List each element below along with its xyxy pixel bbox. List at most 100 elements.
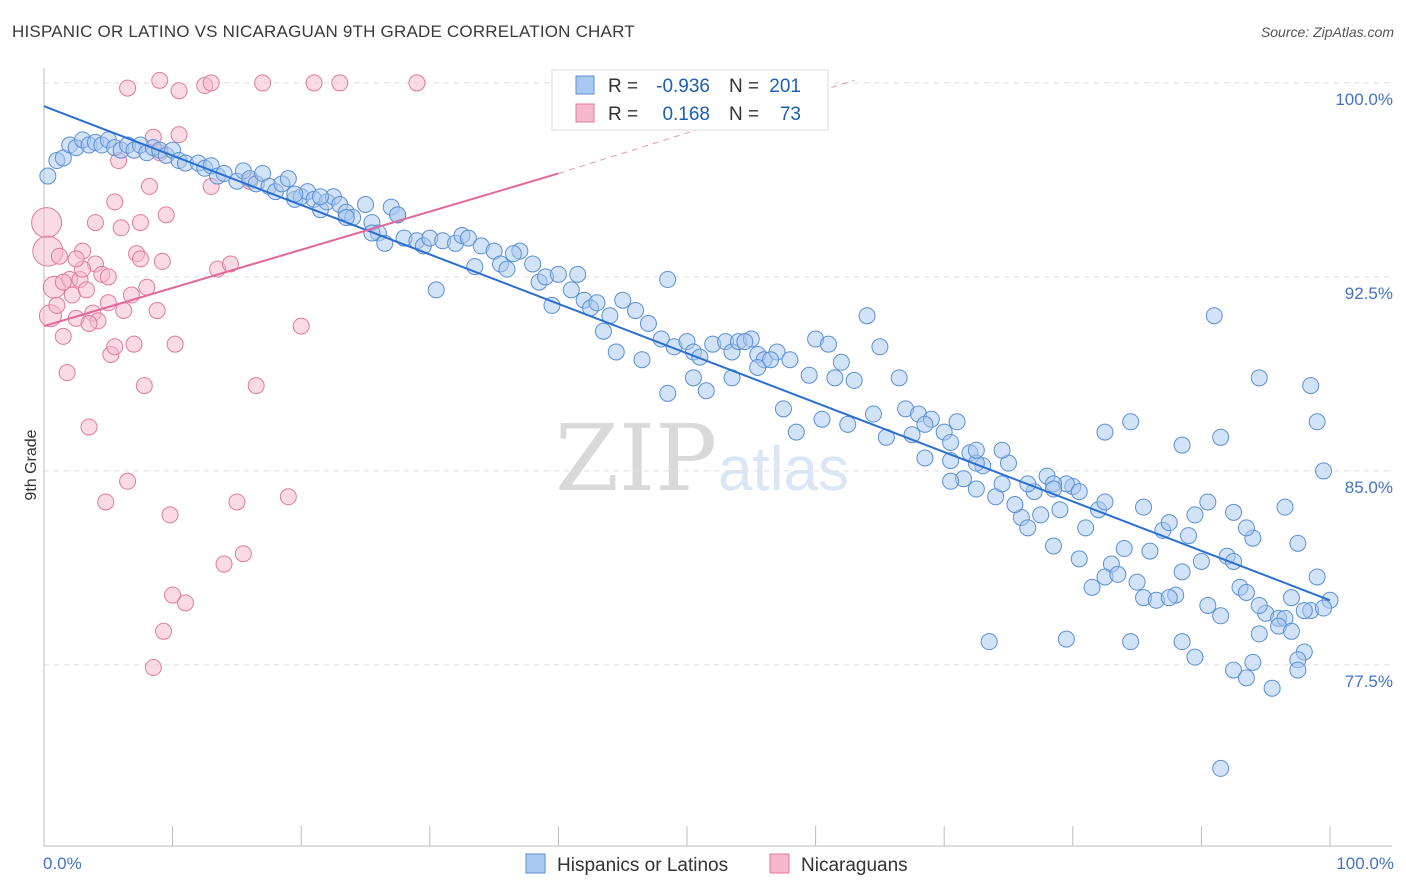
hispanic-point-154: [967, 480, 985, 498]
nicaraguan-point-62: [254, 74, 272, 92]
y-tick-labels: 77.5% 85.0% 92.5% 100.0%: [1335, 90, 1393, 691]
nicaraguan-point-6: [54, 327, 72, 345]
hispanic-point-76: [639, 314, 657, 332]
legend: R = -0.936 N = 201 R = 0.168 N = 73: [551, 69, 829, 131]
nicaraguan-point-26: [119, 472, 137, 490]
chart-title: HISPANIC OR LATINO VS NICARAGUAN 9TH GRA…: [12, 22, 635, 41]
hispanic-point-119: [1180, 527, 1198, 545]
nicaraguan-point-64: [331, 74, 349, 92]
hispanic-point-129: [1308, 568, 1326, 586]
hispanic-point-158: [1045, 537, 1063, 555]
hispanic-point-141: [697, 382, 715, 400]
hispanic-point-212: [1250, 369, 1268, 387]
hispanic-point-210: [1302, 377, 1320, 395]
nicaraguan-point-45: [144, 659, 162, 677]
hispanic-point-224: [1237, 669, 1255, 687]
legend-r-label-blue: R =: [608, 76, 638, 97]
nicaraguan-point-67: [86, 214, 104, 232]
legend-n-value-blue: 201: [769, 76, 801, 97]
hispanic-point-69: [562, 281, 580, 299]
hispanic-point-146: [813, 410, 831, 428]
nicaraguan-point-50: [228, 493, 246, 511]
hispanic-point-63: [498, 260, 516, 278]
x-tick-label-max: 100.0%: [1336, 854, 1394, 873]
hispanic-point-156: [1006, 496, 1024, 514]
hispanic-point-202: [1186, 506, 1204, 524]
hispanic-point-213: [1212, 428, 1230, 446]
nicaraguan-point-42: [170, 126, 188, 144]
hispanic-point-145: [787, 423, 805, 441]
hispanic-point-171: [1212, 607, 1230, 625]
hispanic-point-111: [1077, 519, 1095, 537]
hispanic-point-157: [1032, 506, 1050, 524]
y-tick-label-2: 92.5%: [1345, 284, 1393, 303]
hispanic-point-94: [845, 371, 863, 389]
hispanic-point-96: [871, 338, 889, 356]
nicaraguan-point-61: [202, 74, 220, 92]
legend-n-value-pink: 73: [780, 104, 801, 125]
x-tick-label-min: 0.0%: [43, 854, 82, 873]
hispanic-point-207: [1276, 498, 1294, 516]
bottom-legend-label-blue: Hispanics or Latinos: [557, 855, 728, 876]
hispanic-point-72: [588, 294, 606, 312]
nicaraguan-point-63: [305, 74, 323, 92]
hispanic-point-208: [1289, 534, 1307, 552]
nicaraguan-point-49: [221, 255, 239, 273]
nicaraguan-point-55: [292, 317, 310, 335]
nicaraguan-point-7: [58, 364, 76, 382]
hispanic-point-92: [819, 335, 837, 353]
hispanic-point-206: [1250, 596, 1268, 614]
hispanic-point-155: [993, 475, 1011, 493]
hispanic-point-230: [1282, 622, 1300, 640]
hispanic-point-222: [1057, 630, 1075, 648]
hispanic-point-115: [1128, 573, 1146, 591]
legend-r-value-blue: -0.936: [656, 76, 710, 97]
hispanic-point-138: [633, 351, 651, 369]
nicaraguan-point-56: [106, 193, 124, 211]
hispanic-point-147: [839, 415, 857, 433]
hispanic-point-184: [389, 206, 407, 224]
hispanic-point-174: [1250, 625, 1268, 643]
hispanic-point-46: [357, 196, 374, 214]
hispanic-point-226: [1289, 661, 1307, 679]
hispanic-point-228: [1212, 759, 1230, 777]
nicaraguan-point-41: [166, 335, 184, 353]
nicaraguan-point-43: [176, 594, 194, 612]
hispanic-point-185: [659, 271, 677, 289]
hispanic-point-191: [916, 415, 934, 433]
hispanic-point-218: [1019, 519, 1037, 537]
nicaraguan-point-53: [247, 377, 265, 395]
hispanic-point-192: [942, 433, 960, 451]
nicaraguan-point-58: [151, 71, 169, 89]
hispanic-point-205: [1237, 519, 1255, 537]
nicaraguans-points: [31, 71, 426, 677]
hispanic-point-75: [627, 302, 645, 320]
hispanic-point-116: [1141, 542, 1159, 560]
y-tick-label-1: 85.0%: [1345, 478, 1393, 497]
nicaraguan-point-24: [112, 219, 130, 237]
nicaraguan-point-37: [153, 252, 171, 270]
y-tick-label-0: 77.5%: [1345, 672, 1393, 691]
nicaraguan-point-69: [99, 268, 117, 286]
hispanic-point-140: [684, 369, 702, 387]
hispanic-point-216: [1096, 423, 1114, 441]
nicaraguan-point-33: [140, 177, 158, 195]
hispanic-point-127: [1282, 589, 1300, 607]
hispanic-point-227: [1295, 602, 1313, 620]
hispanic-point-135: [569, 265, 587, 283]
hispanic-point-0: [39, 167, 57, 185]
legend-swatch-blue: [575, 75, 595, 95]
hispanic-point-204: [1225, 503, 1243, 521]
hispanic-point-35: [279, 170, 297, 188]
hispanic-point-188: [800, 366, 818, 384]
hispanic-point-214: [1173, 436, 1191, 454]
hispanic-point-225: [1244, 653, 1262, 671]
hispanic-point-198: [1096, 493, 1114, 511]
nicaraguan-point-31: [135, 377, 153, 395]
legend-r-label-pink: R =: [608, 104, 638, 125]
hispanic-point-169: [1186, 648, 1204, 666]
hispanic-point-68: [549, 265, 567, 283]
hispanic-point-109: [1051, 501, 1069, 519]
nicaraguan-point-28: [125, 335, 143, 353]
